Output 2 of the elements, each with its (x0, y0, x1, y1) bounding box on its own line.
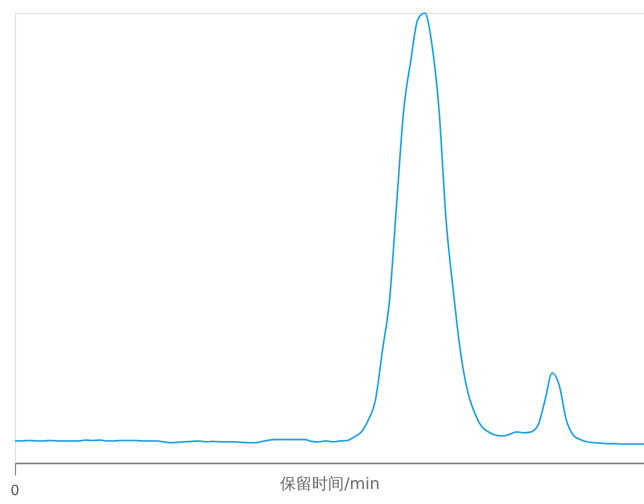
text: 0 (10, 483, 20, 499)
x-axis-title: 保留时间/min (280, 474, 380, 493)
